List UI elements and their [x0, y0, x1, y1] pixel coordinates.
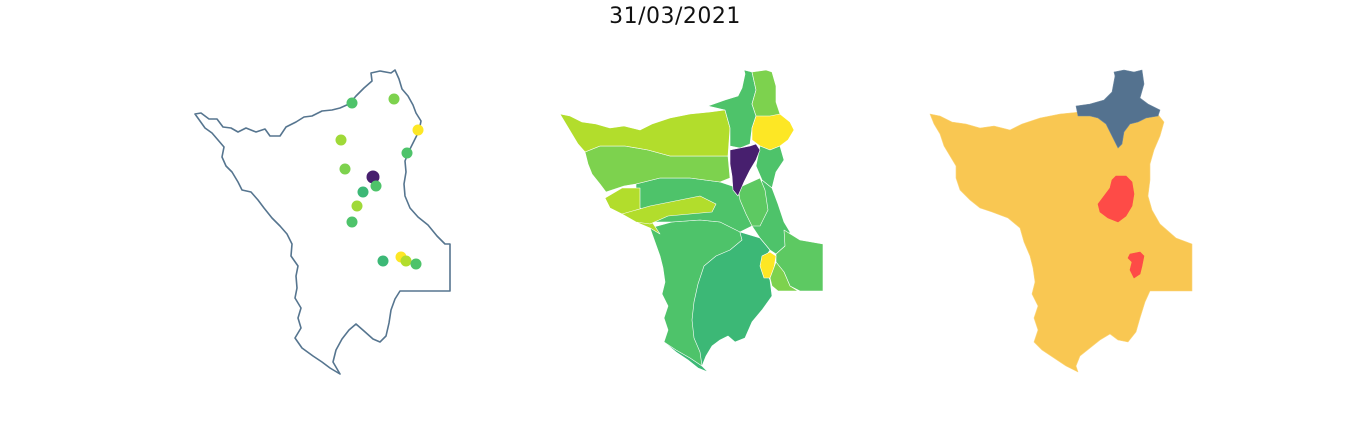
map-point: [357, 186, 369, 198]
region-purple: [729, 143, 761, 197]
region-red-large: [1097, 175, 1135, 223]
region-northeast: [751, 69, 781, 119]
figure-title: 31/03/2021: [609, 4, 741, 29]
classification-map-panel: [929, 69, 1193, 373]
region-center-east: [737, 177, 769, 227]
map-point: [377, 255, 389, 267]
region-east-upper: [755, 145, 785, 189]
region-southeast-small: [769, 261, 799, 292]
region-base: [929, 107, 1193, 373]
map-point: [401, 147, 413, 159]
region-west-strip: [621, 195, 717, 225]
map-point: [400, 255, 412, 267]
state-outline: [194, 69, 451, 375]
region-north-bluegray: [1075, 69, 1161, 149]
map-point: [339, 163, 351, 175]
map-point: [410, 258, 422, 270]
map-point: [388, 93, 400, 105]
map-point: [351, 200, 363, 212]
map-point: [346, 216, 358, 228]
region-red-small: [1127, 251, 1145, 279]
region-northwest-strip: [559, 109, 731, 157]
points-map-panel: [194, 69, 451, 375]
map-point: [366, 170, 380, 184]
region-northeast-yellow: [751, 113, 795, 151]
choropleth-map-panel: [559, 69, 824, 373]
map-point: [412, 124, 424, 136]
map-point: [335, 134, 347, 146]
map-point: [346, 97, 358, 109]
map-point: [370, 180, 382, 192]
